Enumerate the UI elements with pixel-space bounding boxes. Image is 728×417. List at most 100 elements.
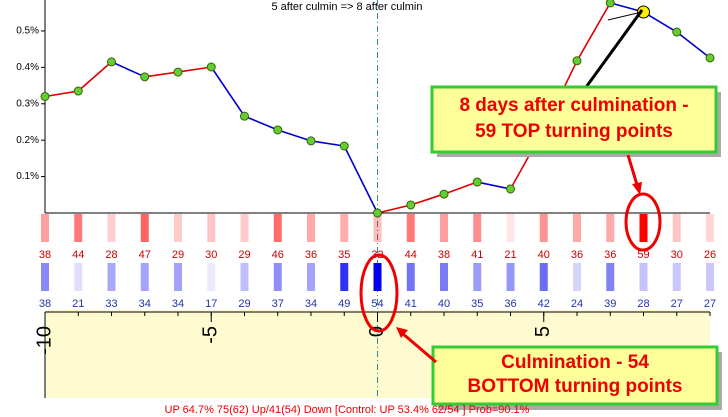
count-label: 39 [604,298,616,310]
count-bar [340,214,349,242]
count-bar [672,214,681,242]
line-segment [77,61,113,92]
marker [472,177,482,187]
count-bar [207,214,216,242]
marker [206,62,216,72]
count-label: 30 [671,249,683,261]
count-label: 38 [39,249,51,261]
count-bar [41,214,49,242]
arrow [401,331,437,364]
marker [173,67,183,77]
count-label: 47 [139,249,151,261]
count-label: 42 [538,298,550,310]
count-label: 28 [105,249,117,261]
marker [705,53,715,63]
count-label: 24 [571,298,583,310]
arrowhead [396,327,408,338]
marker [73,86,83,96]
annotation-box [431,345,719,406]
annotation-text: 59 TOP turning points [475,121,673,142]
count-bar [539,263,548,291]
highlight-ellipse [359,253,399,333]
count-bar [373,263,382,291]
marker [373,208,382,218]
count-label: 34 [139,298,151,310]
marker [672,27,682,37]
count-bar [672,263,681,291]
count-bar [473,263,482,291]
count-bar [307,214,315,242]
line-segment [277,129,312,142]
count-bar [207,263,216,291]
arrowhead [632,182,642,195]
line-segment [377,204,411,214]
count-bar [74,263,83,291]
count-bar [307,263,315,291]
marker [273,125,283,135]
count-bar [706,263,714,291]
count-label: 38 [438,249,450,261]
count-label: 36 [504,298,516,310]
count-label: 21 [72,298,84,310]
count-bar [639,214,648,242]
count-label: 26 [704,249,716,261]
count-label: 30 [205,249,217,261]
count-bar [174,263,182,291]
x-tick-label: -10 [33,326,55,355]
line-segment [144,71,179,78]
x-tick-label: -5 [200,326,222,344]
count-bar [140,263,149,291]
marker [306,136,316,146]
annotation-text: 8 days after culmination - [459,95,688,116]
annotation-box [430,85,718,154]
count-label: 36 [305,249,317,261]
count-bar [273,214,282,242]
count-bar [406,214,415,242]
arrow [626,154,640,189]
count-bar [706,214,714,242]
marker [439,189,449,199]
count-bar [340,263,349,291]
count-label: 29 [172,249,184,261]
y-tick-label: 0.3% [16,98,39,109]
count-bar [406,263,415,291]
count-bar [573,263,581,291]
count-label: 44 [72,249,84,261]
count-label: 41 [471,249,483,261]
count-label: 38 [39,298,51,310]
count-bar [273,263,282,291]
count-label: 36 [571,249,583,261]
footer-stats: UP 64.7% 75(62) Up/41(54) Down [Control:… [165,404,530,416]
line-segment [676,31,711,59]
count-bar [440,263,448,291]
chart-title: 5 after culmin => 8 after culmin [271,1,422,13]
count-label: 29 [238,249,250,261]
count-label: 40 [538,249,550,261]
count-bar [506,263,515,291]
line-segment [210,66,246,117]
line-segment [310,140,345,147]
marker [107,57,116,67]
marker [40,91,50,101]
count-label: 40 [438,298,450,310]
count-bar [74,214,83,242]
count-bar [573,214,581,242]
x-tick-label: 5 [532,326,554,337]
count-bar [473,214,482,242]
highlight-ellipse [624,192,662,252]
count-bar [539,214,548,242]
pointer-line [627,11,643,31]
line-segment [576,2,611,62]
count-bar [240,263,249,291]
line-segment [44,90,79,98]
marker [506,184,515,194]
count-label: 27 [671,298,683,310]
count-label: 54 [371,298,383,310]
line-segment [177,66,212,73]
annotation-text: BOTTOM turning points [468,376,683,397]
count-label: 49 [338,298,350,310]
count-label: 28 [637,298,649,310]
marker [339,141,349,151]
count-label: 41 [405,298,417,310]
count-label: 29 [238,298,250,310]
